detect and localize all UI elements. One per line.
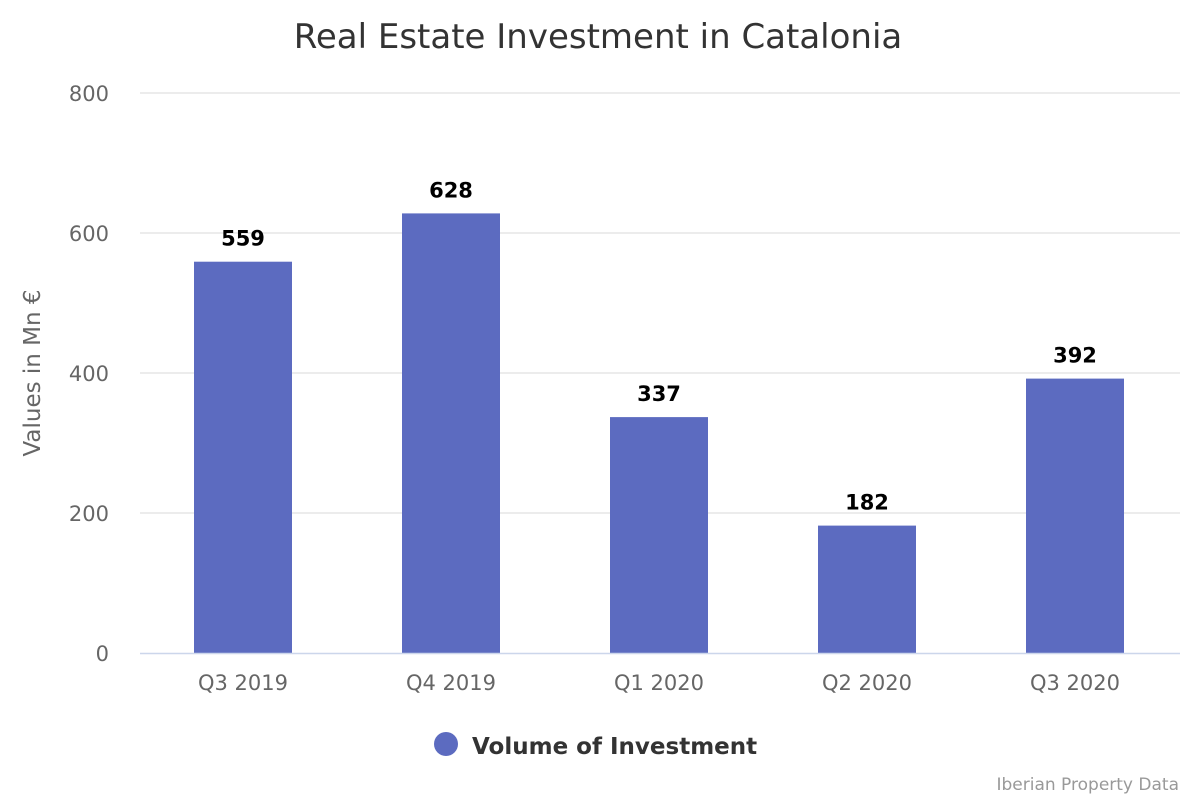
x-tick-label: Q1 2020 bbox=[614, 671, 704, 695]
bars bbox=[194, 213, 1124, 653]
data-label: 559 bbox=[221, 227, 265, 251]
y-tick-label: 400 bbox=[69, 362, 109, 386]
bar[interactable] bbox=[610, 417, 708, 653]
bar[interactable] bbox=[194, 261, 292, 653]
bar[interactable] bbox=[402, 213, 500, 653]
y-axis-title: Values in Mn € bbox=[20, 289, 46, 456]
bar[interactable] bbox=[818, 525, 916, 653]
y-tick-label: 0 bbox=[96, 642, 109, 666]
data-label: 628 bbox=[429, 178, 473, 202]
legend-label[interactable]: Volume of Investment bbox=[472, 734, 757, 760]
bar[interactable] bbox=[1026, 378, 1124, 653]
chart-title: Real Estate Investment in Catalonia bbox=[294, 17, 903, 57]
data-label: 337 bbox=[637, 382, 681, 406]
x-axis-ticks: Q3 2019 Q4 2019 Q1 2020 Q2 2020 Q3 2020 bbox=[198, 671, 1120, 695]
credits[interactable]: Iberian Property Data bbox=[996, 775, 1179, 795]
data-label: 392 bbox=[1053, 344, 1097, 368]
y-tick-label: 600 bbox=[69, 222, 109, 246]
x-tick-label: Q2 2020 bbox=[822, 671, 912, 695]
x-tick-label: Q3 2019 bbox=[198, 671, 288, 695]
x-tick-label: Q3 2020 bbox=[1030, 671, 1120, 695]
data-labels: 559 628 337 182 392 bbox=[221, 178, 1097, 514]
x-tick-label: Q4 2019 bbox=[406, 671, 496, 695]
y-axis-ticks: 0 200 400 600 800 bbox=[69, 82, 109, 666]
y-tick-label: 200 bbox=[69, 502, 109, 526]
data-label: 182 bbox=[845, 491, 889, 515]
legend-marker-icon[interactable] bbox=[434, 732, 458, 756]
legend[interactable]: Volume of Investment bbox=[434, 732, 757, 760]
y-tick-label: 800 bbox=[69, 82, 109, 106]
